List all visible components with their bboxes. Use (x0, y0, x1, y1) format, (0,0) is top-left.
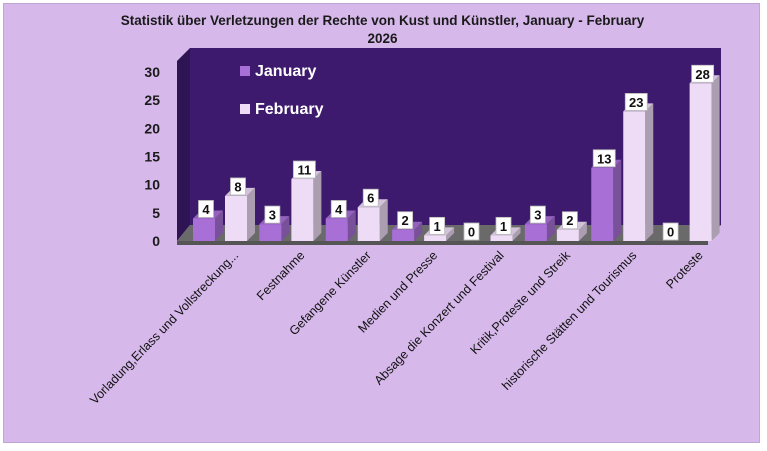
y-tick-label: 20 (144, 120, 160, 136)
data-label-box-january-3 (397, 211, 414, 230)
data-label-box-february-1 (292, 160, 316, 179)
legend-swatch-february (240, 104, 250, 114)
bar-january-5 (524, 224, 547, 241)
y-tick-label: 15 (144, 149, 160, 165)
data-label-february-3: 1 (434, 219, 441, 234)
data-label-box-february-3 (429, 216, 446, 235)
bar-february-2-side (379, 199, 388, 241)
data-label-january-3: 2 (402, 213, 409, 228)
chart-area: Statistik über Verletzungen der Rechte v… (3, 3, 760, 443)
plot-side-wall (177, 48, 190, 241)
data-label-january-6: 13 (597, 151, 611, 166)
data-label-february-1: 11 (298, 163, 312, 178)
data-label-february-0: 8 (234, 179, 241, 194)
bar-january-2-side (347, 210, 356, 241)
bar-january-1 (259, 224, 282, 241)
data-label-january-2: 4 (335, 202, 343, 217)
category-label-4: Absage die Konzert und Festival (372, 248, 507, 387)
data-label-box-february-5 (561, 211, 578, 230)
chart-title-line-1: Statistik über Verletzungen der Rechte v… (120, 13, 645, 28)
data-label-box-january-2 (330, 200, 347, 218)
data-label-box-february-0 (230, 177, 246, 196)
bar-february-5 (556, 229, 579, 241)
data-label-february-5: 2 (566, 213, 573, 228)
data-label-box-january-5 (529, 205, 546, 224)
bar-february-4-side (512, 227, 521, 241)
bar-february-0 (225, 195, 247, 241)
data-label-january-0: 4 (202, 202, 210, 217)
legend-swatch-january (240, 66, 250, 76)
y-tick-label: 5 (152, 205, 160, 221)
chart-title-line-2: 2026 (367, 31, 398, 46)
bar-january-0-side (215, 210, 223, 241)
bar-january-2 (325, 218, 348, 241)
bar-january-0 (193, 218, 215, 241)
chart-title: Statistik über Verletzungen der Rechte v… (4, 12, 761, 48)
y-tick-label: 30 (144, 64, 160, 80)
data-label-january-5: 3 (534, 208, 541, 223)
y-tick-label: 0 (152, 233, 160, 249)
bar-february-3 (424, 235, 447, 241)
y-tick-label: 10 (144, 177, 160, 193)
data-label-box-february-4 (495, 216, 512, 235)
bar-february-7 (689, 83, 712, 242)
plot-back-wall (190, 48, 721, 225)
legend-label-january: January (255, 63, 316, 80)
bar-january-1-side (281, 216, 290, 241)
data-label-box-january-6 (592, 149, 616, 168)
bar-february-2 (357, 207, 380, 241)
category-label-1: Festnahme (254, 248, 308, 303)
bar-february-3-side (446, 227, 455, 241)
data-label-box-february-7 (691, 64, 715, 83)
data-label-february-7: 28 (695, 67, 709, 82)
bar-february-6 (623, 111, 646, 241)
bar-february-4 (490, 235, 513, 241)
data-label-box-february-6 (624, 93, 648, 111)
data-label-january-4: 0 (468, 225, 475, 240)
data-label-box-february-2 (362, 188, 379, 207)
data-label-february-4: 1 (500, 219, 507, 234)
data-label-box-january-7 (662, 222, 679, 241)
bar-february-1-side (313, 171, 322, 241)
bar-january-6 (591, 167, 614, 241)
bar-january-5-side (546, 216, 555, 241)
bar-february-1 (291, 179, 314, 241)
data-label-february-6: 23 (629, 95, 643, 110)
data-label-box-january-0 (198, 200, 214, 218)
bar-february-0-side (247, 187, 255, 241)
bar-february-7-side (711, 75, 720, 242)
category-label-6: historische Stätten und Tourismus (499, 248, 639, 393)
data-label-february-2: 6 (367, 191, 374, 206)
legend-label-february: February (255, 101, 324, 118)
data-label-box-january-4 (463, 222, 480, 241)
data-label-january-7: 0 (667, 225, 674, 240)
bar-january-3 (392, 229, 415, 241)
category-label-7: Proteste (663, 248, 705, 291)
category-label-0: Vorladung,Erlass und Vollstreckung... (87, 248, 241, 407)
bar-february-6-side (645, 103, 654, 241)
plot-floor-edge (177, 241, 708, 245)
bar-february-5-side (578, 221, 587, 241)
data-label-january-1: 3 (269, 208, 276, 223)
bar-january-3-side (414, 221, 423, 241)
data-label-box-january-1 (264, 205, 281, 224)
y-tick-label: 25 (144, 92, 160, 108)
bar-january-6-side (613, 159, 622, 241)
